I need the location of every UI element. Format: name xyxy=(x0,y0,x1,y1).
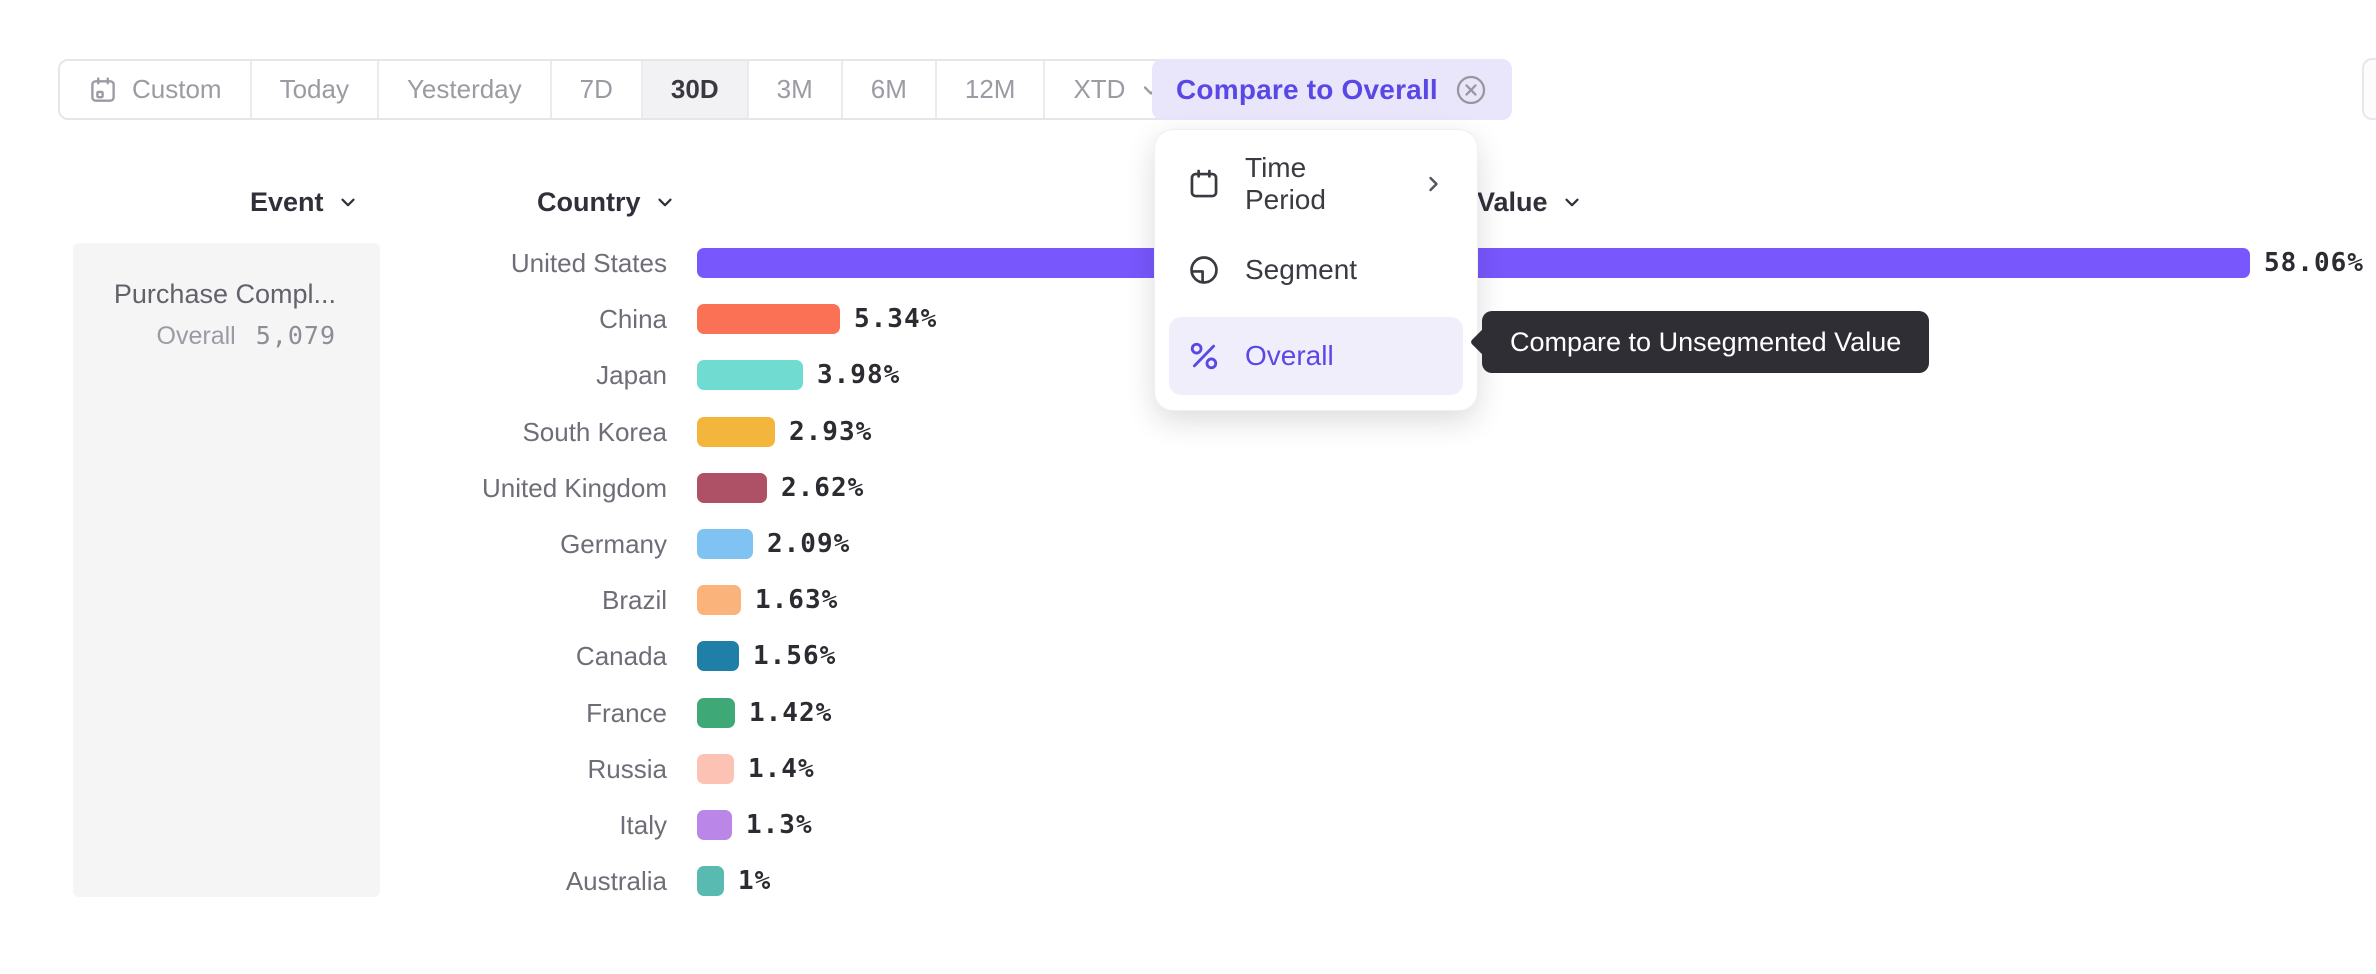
country-bar[interactable] xyxy=(697,360,803,390)
country-label: Japan xyxy=(596,360,667,390)
country-value: 1.56% xyxy=(753,641,837,671)
event-title: Purchase Compl... xyxy=(113,279,336,309)
menu-item-label: Segment xyxy=(1245,254,1358,285)
time-range-button-label: Yesterday xyxy=(406,74,522,104)
time-range-button-label: 12M xyxy=(964,74,1016,104)
country-bar[interactable] xyxy=(697,810,732,840)
country-bar[interactable] xyxy=(697,304,840,334)
country-bar[interactable] xyxy=(697,473,767,503)
country-value: 1.3% xyxy=(746,810,813,840)
menu-item-time-period[interactable]: Time Period xyxy=(1169,145,1463,223)
country-value: 1.42% xyxy=(749,698,833,728)
country-bar[interactable] xyxy=(697,641,739,671)
event-panel: Purchase Compl... Overall 5,079 xyxy=(73,243,380,897)
compare-to-overall-button[interactable]: Compare to Overall xyxy=(1152,59,1512,120)
menu-item-segment[interactable]: Segment xyxy=(1169,231,1463,309)
calendar-icon xyxy=(1187,167,1221,201)
country-label: Brazil xyxy=(601,585,667,615)
time-range-button-label: 6M xyxy=(870,74,907,104)
country-value: 2.93% xyxy=(789,417,873,447)
percent-icon xyxy=(1187,339,1221,373)
time-range-button-yesterday[interactable]: Yesterday xyxy=(378,61,552,118)
column-header-event-label: Event xyxy=(250,186,324,217)
country-label: Germany xyxy=(560,529,667,559)
event-overall-label: Overall xyxy=(156,322,236,350)
country-value: 1.63% xyxy=(755,585,839,615)
time-range-button-label: Custom xyxy=(132,74,222,104)
country-label: Russia xyxy=(587,754,667,784)
country-bar[interactable] xyxy=(697,417,775,447)
segment-icon xyxy=(1187,253,1221,287)
country-value: 3.98% xyxy=(817,360,901,390)
time-range-button-custom[interactable]: Custom xyxy=(60,61,252,118)
country-bar[interactable] xyxy=(697,698,735,728)
country-label: China xyxy=(599,304,667,334)
country-value: 5.34% xyxy=(854,304,938,334)
compare-to-overall-label: Compare to Overall xyxy=(1176,73,1438,105)
time-range-button-label: Today xyxy=(279,74,349,104)
time-range-button-7d[interactable]: 7D xyxy=(551,61,643,118)
time-range-button-30d[interactable]: 30D xyxy=(642,61,749,118)
menu-item-label: Overall xyxy=(1245,340,1334,371)
time-range-button-12m[interactable]: 12M xyxy=(936,61,1046,118)
time-range-button-3m[interactable]: 3M xyxy=(748,61,843,118)
country-bar[interactable] xyxy=(697,754,734,784)
event-list-item[interactable]: Purchase Compl... Overall 5,079 xyxy=(114,279,336,351)
country-label: France xyxy=(586,698,667,728)
country-value: 1% xyxy=(738,866,772,896)
circle-x-icon[interactable] xyxy=(1454,73,1488,107)
menu-item-overall[interactable]: Overall xyxy=(1169,317,1463,395)
column-header-event[interactable]: Event xyxy=(250,186,359,218)
time-range-button-label: 3M xyxy=(776,74,813,104)
country-value: 2.09% xyxy=(767,529,851,559)
column-header-value[interactable]: Value xyxy=(1477,186,1583,218)
country-bar[interactable] xyxy=(697,866,724,896)
country-label: United States xyxy=(510,248,667,278)
country-label: Australia xyxy=(565,866,667,896)
time-range-button-label: 7D xyxy=(579,74,613,104)
country-value: 58.06% xyxy=(2264,248,2364,278)
chevron-down-icon xyxy=(1561,191,1583,213)
column-header-country-label: Country xyxy=(537,186,641,217)
calendar-icon xyxy=(88,75,118,105)
country-label: Italy xyxy=(619,810,667,840)
time-range-button-today[interactable]: Today xyxy=(251,61,379,118)
country-label: Canada xyxy=(575,641,667,671)
country-value: 1.4% xyxy=(748,754,815,784)
chevron-down-icon xyxy=(337,191,359,213)
time-range-button-label: 30D xyxy=(670,74,719,104)
offscreen-button-edge[interactable] xyxy=(2362,58,2376,120)
country-value: 2.62% xyxy=(781,473,865,503)
chevron-right-icon xyxy=(1421,172,1445,196)
event-overall-value: 5,079 xyxy=(255,321,336,350)
date-range-toolbar: Custom Today Yesterday 7D 30D 3M 6M 12M XTD xyxy=(58,59,1194,120)
event-overall-row: Overall 5,079 xyxy=(114,321,336,351)
column-header-country[interactable]: Country xyxy=(537,186,676,218)
country-bar[interactable] xyxy=(697,585,741,615)
country-label: South Korea xyxy=(522,417,667,447)
menu-item-label: Time Period xyxy=(1245,152,1326,215)
chevron-down-icon xyxy=(654,191,676,213)
time-range-button-label: XTD xyxy=(1073,74,1126,104)
time-range-button-6m[interactable]: 6M xyxy=(842,61,937,118)
country-label: United Kingdom xyxy=(482,473,667,503)
tooltip-text: Compare to Unsegmented Value xyxy=(1510,326,1902,357)
country-bar[interactable] xyxy=(697,529,753,559)
tooltip: Compare to Unsegmented Value xyxy=(1482,311,1930,373)
column-header-value-label: Value xyxy=(1477,186,1548,217)
compare-dropdown-menu: Time Period Segment Overall xyxy=(1155,130,1477,410)
